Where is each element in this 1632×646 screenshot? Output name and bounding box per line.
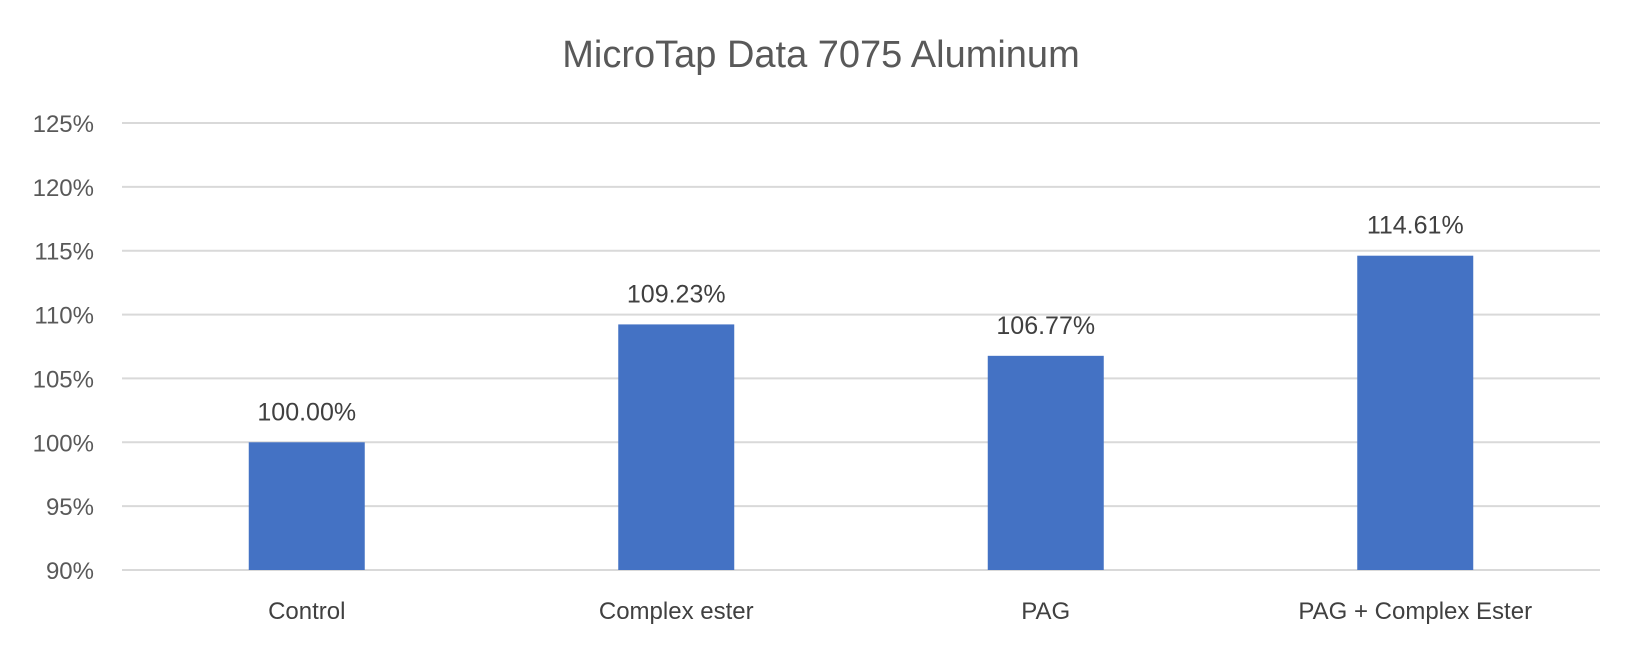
data-labels: 100.00% 109.23% 106.77% 114.61%	[257, 212, 1463, 427]
category-label: PAG + Complex Ester	[1298, 598, 1532, 625]
bar-4	[1357, 255, 1474, 571]
data-label: 114.61%	[1367, 212, 1464, 240]
y-tick-label: 90%	[46, 558, 94, 585]
category-label: PAG	[1021, 598, 1070, 625]
chart-title: MicroTap Data 7075 Aluminum	[562, 34, 1079, 76]
bar-1	[248, 442, 365, 570]
gridlines	[122, 122, 1600, 571]
category-label: Control	[268, 598, 345, 625]
bars	[248, 255, 1474, 571]
data-label: 100.00%	[257, 398, 356, 426]
y-axis-ticks: 90% 95% 100% 105% 110% 115% 120% 125%	[33, 111, 94, 585]
y-tick-label: 120%	[33, 175, 94, 202]
category-label: Complex ester	[599, 598, 754, 625]
y-tick-label: 110%	[34, 303, 94, 330]
bar-2	[618, 324, 735, 570]
y-tick-label: 100%	[33, 430, 94, 457]
y-tick-label: 105%	[33, 366, 94, 393]
bar-3	[987, 355, 1104, 570]
data-label: 109.23%	[627, 280, 726, 308]
data-label: 106.77%	[996, 312, 1095, 340]
x-axis-categories: Control Complex ester PAG PAG + Complex Est…	[268, 598, 1532, 625]
y-tick-label: 115%	[34, 239, 94, 266]
y-tick-label: 125%	[33, 111, 94, 138]
y-tick-label: 95%	[46, 494, 94, 521]
